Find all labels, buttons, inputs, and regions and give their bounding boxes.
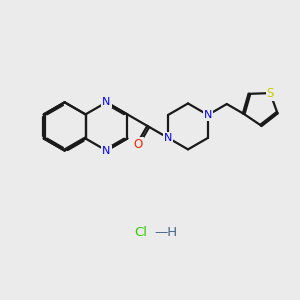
Text: N: N: [204, 110, 212, 120]
Text: N: N: [164, 133, 172, 143]
Text: N: N: [102, 146, 111, 156]
Text: —H: —H: [154, 226, 178, 239]
Text: N: N: [164, 133, 172, 143]
Text: O: O: [134, 138, 142, 151]
Text: Cl: Cl: [135, 226, 148, 239]
Text: N: N: [102, 97, 111, 107]
Text: S: S: [266, 87, 274, 100]
